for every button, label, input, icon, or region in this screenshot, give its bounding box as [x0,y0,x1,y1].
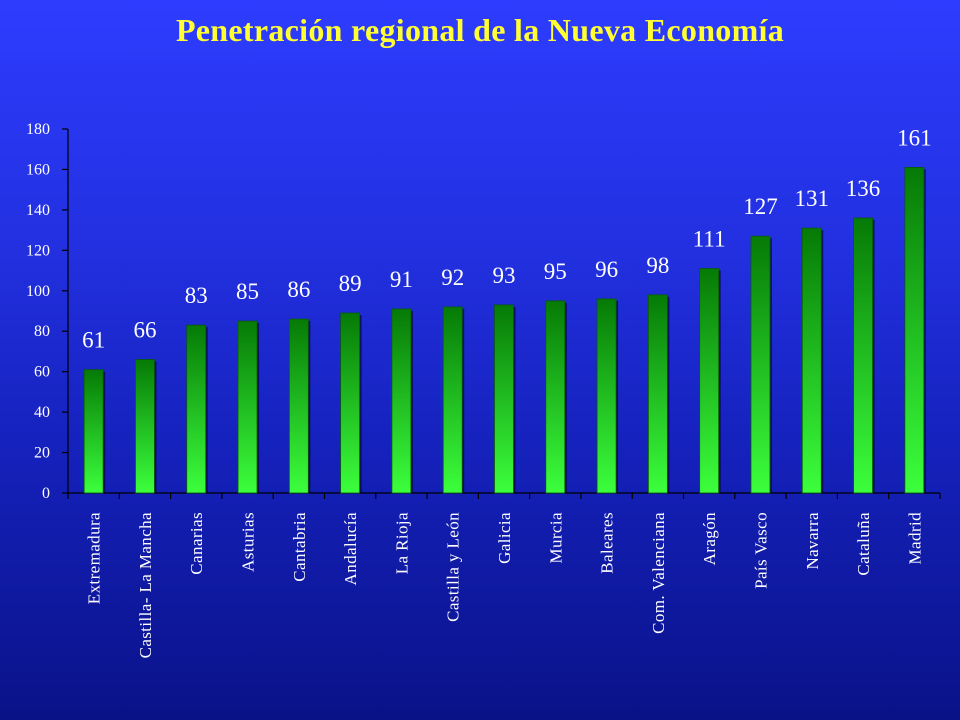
x-category-label: Galicia [495,512,514,564]
chart-title: Penetración regional de la Nueva Economí… [175,12,785,48]
data-label: 98 [646,253,669,278]
data-label: 86 [287,277,310,302]
data-label: 95 [544,259,567,284]
bar [340,312,361,494]
data-label: 89 [339,271,362,296]
bar-9 [545,300,567,494]
x-category-label: País Vasco [751,512,770,589]
x-category-label: Andalucía [341,512,360,586]
x-category-label: Com. Valenciana [649,512,668,634]
x-category-label: Baleares [598,512,617,574]
x-category-label: Cataluña [854,512,873,576]
bar [801,227,822,494]
bar [699,268,720,494]
y-tick-label: 180 [26,121,50,138]
x-category-label: Aragón [700,512,719,565]
y-tick-label: 100 [26,283,50,300]
bar [186,324,207,494]
bar-2 [186,324,208,494]
bar-10 [596,298,619,494]
y-tick-label: 20 [34,445,50,462]
bar [442,306,463,494]
x-category-label: Castilla- La Mancha [136,512,155,658]
x-category-label: Extremadura [85,512,104,604]
bar-3 [237,320,260,494]
y-tick-label: 0 [42,485,50,502]
x-category-label: La Rioja [392,512,411,574]
bar-12 [699,268,721,494]
bar [904,167,925,494]
bar [853,217,873,494]
x-category-label: Canarias [187,512,206,575]
bar-4 [288,318,311,494]
bar [135,359,155,494]
data-label: 93 [493,263,516,288]
y-tick-label: 140 [26,202,50,219]
data-label: 161 [897,125,932,150]
y-tick-label: 60 [34,364,50,381]
y-tick-label: 120 [26,242,50,259]
bar-13 [750,235,772,494]
bar-15 [853,217,875,494]
bar [647,294,668,494]
data-label: 127 [743,194,778,219]
bar-5 [340,312,362,494]
x-category-label: Murcia [546,512,565,564]
data-label: 92 [441,265,464,290]
x-category-label: Asturias [239,512,258,572]
x-category-label: Castilla y León [444,512,463,622]
data-label: 83 [185,283,208,308]
data-label: 91 [390,267,413,292]
bar [83,369,104,494]
bar-1 [135,359,157,494]
bar [596,298,617,494]
bars [83,167,926,494]
data-label: 136 [846,176,881,201]
bar-0 [83,369,106,494]
x-category-label: Madrid [905,512,924,565]
y-tick-label: 40 [34,404,50,421]
bar [750,235,771,494]
bar [494,304,514,494]
x-category-label: Navarra [803,512,822,570]
data-labels: 61 66 83 85 86 89 91 92 93 95 96 98 111 127 131 136 161 [82,125,931,352]
data-label: 61 [82,328,105,353]
bar-16 [904,167,926,494]
data-label: 66 [133,318,156,343]
bar-6 [391,308,413,494]
bar [288,318,309,494]
y-tick-label: 160 [26,161,50,178]
data-label: 85 [236,279,259,304]
bar [391,308,412,494]
y-axis-ticks: 0 20 40 60 80 100 120 140 160 180 [26,121,50,502]
data-label: 111 [693,227,726,252]
data-label: 131 [795,186,830,211]
y-tick-label: 80 [34,323,50,340]
bar-8 [494,304,516,494]
bar [237,320,258,494]
x-axis-labels: Extremadura Castilla- La Mancha Canarias As… [85,512,925,658]
x-category-label: Cantabria [290,512,309,582]
bar-7 [442,306,465,494]
bar-11 [647,294,670,494]
bar [545,300,566,494]
data-label: 96 [595,257,618,282]
bar-14 [801,227,824,494]
